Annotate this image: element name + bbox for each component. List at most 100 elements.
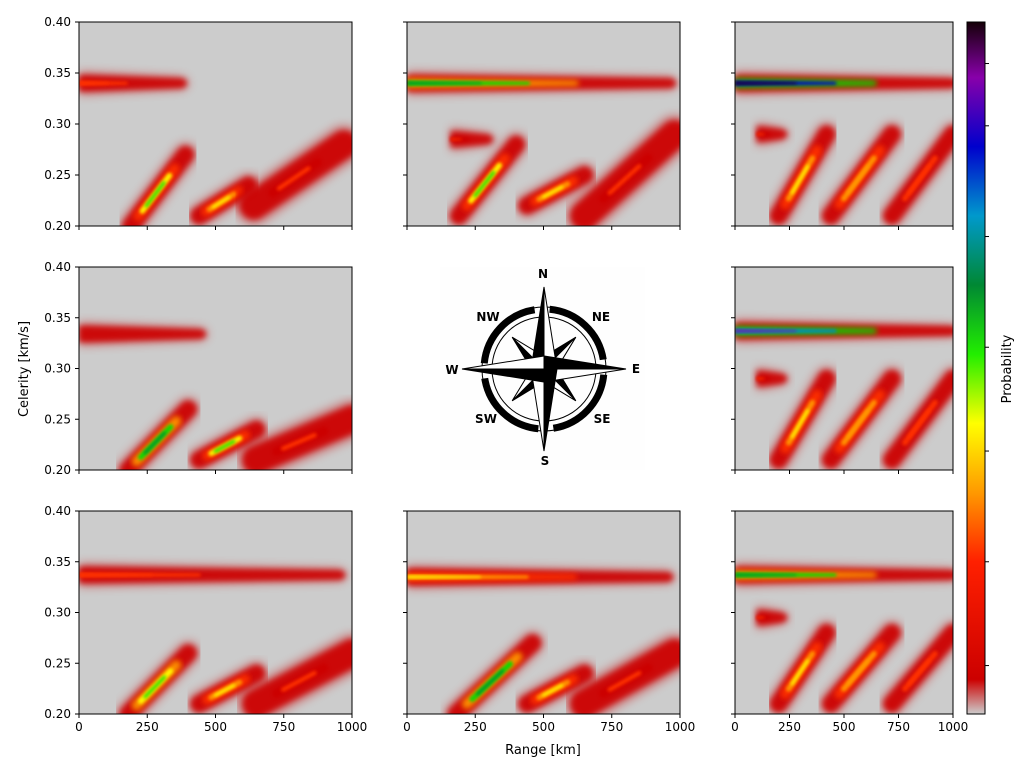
feature-level bbox=[907, 409, 931, 439]
x-tick-label: 500 bbox=[833, 720, 856, 734]
probability-feature bbox=[450, 128, 495, 151]
compass-label-N: N bbox=[538, 267, 548, 281]
feature-level bbox=[756, 132, 765, 136]
x-tick-label: 250 bbox=[136, 720, 159, 734]
compass-label-SE: SE bbox=[594, 412, 611, 426]
compass-arc bbox=[549, 305, 607, 361]
probability-feature bbox=[516, 662, 596, 714]
y-tick-label: 0.25 bbox=[44, 656, 71, 670]
feature-level bbox=[790, 659, 810, 686]
y-tick-label: 0.30 bbox=[44, 362, 71, 376]
x-tick-label: 250 bbox=[778, 720, 801, 734]
colorbar bbox=[966, 21, 989, 715]
y-axis-label: Celerity [km/s] bbox=[17, 321, 32, 417]
probability-feature bbox=[445, 631, 544, 714]
compass-label-E: E bbox=[632, 362, 640, 376]
y-tick-label: 0.25 bbox=[44, 168, 71, 182]
probability-feature bbox=[880, 123, 953, 226]
x-tick-label: 250 bbox=[464, 720, 487, 734]
compass-point bbox=[461, 355, 545, 370]
x-tick-label: 750 bbox=[887, 720, 910, 734]
compass-label-W: W bbox=[445, 363, 458, 377]
feature-level bbox=[143, 431, 166, 455]
feature-level bbox=[907, 164, 931, 195]
y-tick-label: 0.35 bbox=[44, 555, 71, 569]
panel-NE bbox=[731, 21, 954, 230]
compass-arc bbox=[480, 306, 536, 364]
feature-level bbox=[846, 659, 870, 686]
probability-feature bbox=[117, 398, 200, 470]
y-tick-label: 0.20 bbox=[44, 707, 71, 721]
feature-level bbox=[790, 409, 810, 439]
compass-label-NE: NE bbox=[592, 310, 610, 324]
feature-level bbox=[541, 684, 564, 697]
feature-level bbox=[450, 131, 494, 148]
feature-level bbox=[607, 670, 642, 692]
y-tick-label: 0.35 bbox=[44, 311, 71, 325]
probability-feature bbox=[735, 72, 953, 95]
probability-feature bbox=[566, 116, 680, 226]
feature-level bbox=[756, 616, 765, 619]
probability-feature bbox=[819, 621, 903, 714]
y-tick-label: 0.30 bbox=[44, 117, 71, 131]
compass-arc bbox=[552, 374, 608, 432]
probability-feature bbox=[447, 133, 528, 226]
x-axis-label: Range [km] bbox=[505, 743, 581, 758]
compass-label-NW: NW bbox=[476, 310, 499, 324]
feature-level bbox=[407, 81, 482, 85]
probability-feature bbox=[735, 319, 953, 342]
probability-feature bbox=[767, 621, 838, 714]
feature-level bbox=[846, 164, 870, 195]
x-tick-label: 500 bbox=[532, 720, 555, 734]
panel-E bbox=[731, 266, 954, 474]
x-tick-label: 750 bbox=[600, 720, 623, 734]
y-tick-label: 0.40 bbox=[44, 15, 71, 29]
probability-feature bbox=[188, 662, 268, 714]
probability-feature bbox=[566, 635, 680, 714]
feature-level bbox=[473, 171, 496, 198]
feature-level bbox=[756, 377, 765, 380]
probability-feature bbox=[767, 367, 838, 470]
probability-feature bbox=[79, 72, 189, 95]
y-tick-label: 0.40 bbox=[44, 260, 71, 274]
x-tick-label: 1000 bbox=[665, 720, 696, 734]
panel-NW: 0.20 0.25 0.30 0.35 0.40 bbox=[44, 15, 353, 233]
probability-feature bbox=[407, 565, 675, 588]
feature-level bbox=[213, 684, 236, 697]
feature-level bbox=[281, 433, 317, 451]
feature-level bbox=[79, 81, 109, 85]
feature-level bbox=[79, 74, 187, 92]
feature-level bbox=[735, 573, 797, 577]
probability-feature bbox=[79, 322, 208, 345]
feature-level bbox=[607, 164, 642, 196]
probability-feature bbox=[819, 123, 903, 226]
x-tick-label: 0 bbox=[403, 720, 411, 734]
probability-feature bbox=[756, 606, 789, 629]
y-tick-label: 0.25 bbox=[44, 412, 71, 426]
feature-level bbox=[143, 675, 166, 699]
feature-level bbox=[213, 440, 236, 453]
x-tick-label: 1000 bbox=[337, 720, 368, 734]
probability-feature bbox=[188, 174, 260, 226]
feature-level bbox=[79, 566, 346, 584]
probability-feature bbox=[119, 143, 197, 226]
feature-level bbox=[79, 573, 154, 577]
probability-feature bbox=[880, 367, 953, 470]
y-tick-label: 0.20 bbox=[44, 219, 71, 233]
x-tick-label: 0 bbox=[731, 720, 739, 734]
feature-level bbox=[756, 609, 788, 626]
compass-arc bbox=[481, 377, 539, 433]
panel-S: 0 250 500 750 1000 bbox=[403, 510, 696, 734]
feature-level bbox=[144, 181, 166, 208]
colorbar-label: Probability bbox=[1000, 334, 1015, 403]
compass-rose: N NE E SE S SW W NW bbox=[440, 267, 645, 470]
feature-level bbox=[756, 370, 788, 387]
probability-feature bbox=[756, 123, 789, 146]
feature-level bbox=[281, 670, 317, 692]
feature-level bbox=[79, 325, 206, 343]
probability-feature bbox=[79, 563, 347, 586]
feature-level bbox=[211, 195, 231, 209]
feature-level bbox=[735, 329, 797, 333]
colorbar-gradient bbox=[966, 21, 986, 715]
